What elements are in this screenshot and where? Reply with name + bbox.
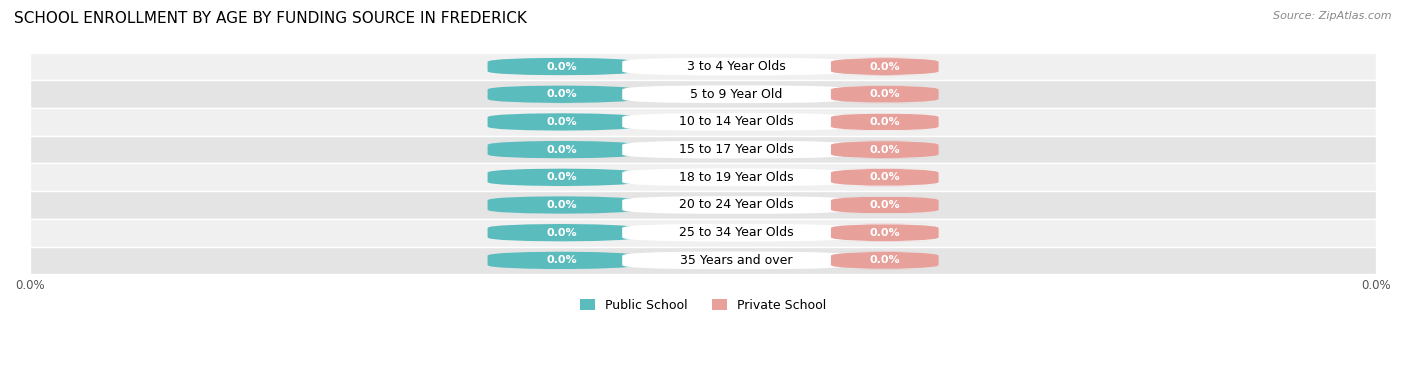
- FancyBboxPatch shape: [488, 85, 636, 103]
- FancyBboxPatch shape: [831, 224, 939, 242]
- FancyBboxPatch shape: [831, 251, 939, 269]
- Bar: [30, 219, 1376, 247]
- Text: 10 to 14 Year Olds: 10 to 14 Year Olds: [679, 115, 794, 129]
- Text: SCHOOL ENROLLMENT BY AGE BY FUNDING SOURCE IN FREDERICK: SCHOOL ENROLLMENT BY AGE BY FUNDING SOUR…: [14, 11, 527, 26]
- FancyBboxPatch shape: [831, 85, 939, 103]
- Text: 35 Years and over: 35 Years and over: [681, 254, 793, 267]
- Text: 0.0%: 0.0%: [547, 117, 576, 127]
- FancyBboxPatch shape: [623, 169, 851, 186]
- FancyBboxPatch shape: [623, 224, 851, 242]
- Text: 0.0%: 0.0%: [869, 145, 900, 155]
- FancyBboxPatch shape: [488, 196, 636, 214]
- FancyBboxPatch shape: [488, 141, 636, 158]
- Text: Source: ZipAtlas.com: Source: ZipAtlas.com: [1274, 11, 1392, 21]
- FancyBboxPatch shape: [831, 113, 939, 131]
- FancyBboxPatch shape: [488, 113, 636, 131]
- Bar: [30, 164, 1376, 191]
- FancyBboxPatch shape: [623, 141, 851, 158]
- Bar: [30, 108, 1376, 136]
- FancyBboxPatch shape: [488, 224, 636, 242]
- Text: 0.0%: 0.0%: [547, 61, 576, 72]
- Bar: [30, 80, 1376, 108]
- Text: 0.0%: 0.0%: [547, 145, 576, 155]
- Text: 18 to 19 Year Olds: 18 to 19 Year Olds: [679, 171, 794, 184]
- Text: 20 to 24 Year Olds: 20 to 24 Year Olds: [679, 199, 794, 211]
- Text: 15 to 17 Year Olds: 15 to 17 Year Olds: [679, 143, 794, 156]
- FancyBboxPatch shape: [623, 85, 851, 103]
- Text: 0.0%: 0.0%: [869, 255, 900, 265]
- Text: 0.0%: 0.0%: [869, 89, 900, 99]
- Text: 0.0%: 0.0%: [869, 228, 900, 238]
- Text: 0.0%: 0.0%: [869, 200, 900, 210]
- Text: 0.0%: 0.0%: [869, 61, 900, 72]
- Bar: [30, 191, 1376, 219]
- Text: 0.0%: 0.0%: [547, 228, 576, 238]
- FancyBboxPatch shape: [831, 169, 939, 186]
- FancyBboxPatch shape: [623, 196, 851, 214]
- FancyBboxPatch shape: [623, 251, 851, 269]
- Legend: Public School, Private School: Public School, Private School: [575, 294, 831, 317]
- Text: 0.0%: 0.0%: [869, 172, 900, 182]
- FancyBboxPatch shape: [488, 251, 636, 269]
- FancyBboxPatch shape: [831, 196, 939, 214]
- Text: 0.0%: 0.0%: [547, 89, 576, 99]
- Bar: [30, 136, 1376, 164]
- Text: 0.0%: 0.0%: [547, 255, 576, 265]
- FancyBboxPatch shape: [623, 58, 851, 75]
- Text: 3 to 4 Year Olds: 3 to 4 Year Olds: [688, 60, 786, 73]
- FancyBboxPatch shape: [831, 58, 939, 75]
- Bar: [30, 53, 1376, 80]
- FancyBboxPatch shape: [488, 169, 636, 186]
- FancyBboxPatch shape: [623, 113, 851, 131]
- Text: 0.0%: 0.0%: [547, 172, 576, 182]
- Text: 0.0%: 0.0%: [869, 117, 900, 127]
- Text: 25 to 34 Year Olds: 25 to 34 Year Olds: [679, 226, 794, 239]
- Text: 5 to 9 Year Old: 5 to 9 Year Old: [690, 88, 783, 101]
- Text: 0.0%: 0.0%: [547, 200, 576, 210]
- FancyBboxPatch shape: [831, 141, 939, 158]
- Bar: [30, 247, 1376, 274]
- FancyBboxPatch shape: [488, 58, 636, 75]
